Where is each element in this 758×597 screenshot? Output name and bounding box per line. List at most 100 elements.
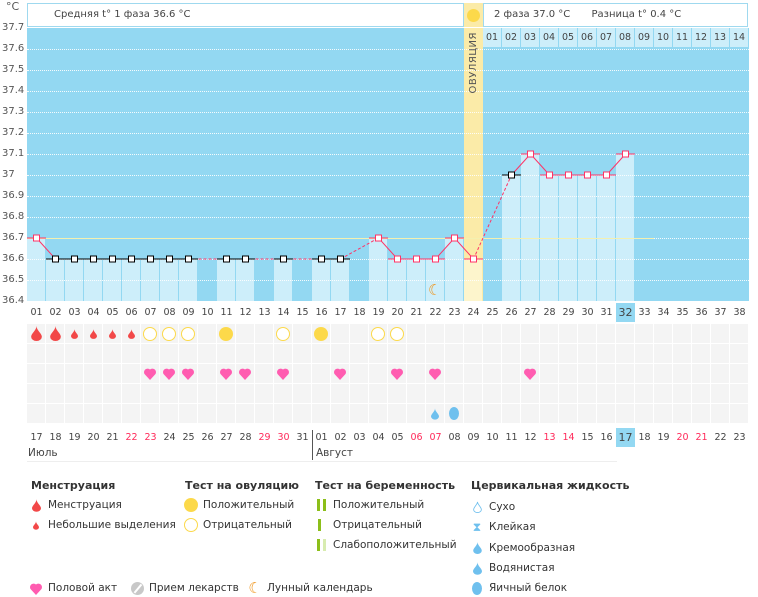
marker-cell[interactable] xyxy=(464,344,482,363)
cycle-day-label[interactable]: 20 xyxy=(391,307,404,318)
marker-cell[interactable] xyxy=(312,404,330,423)
marker-cell[interactable] xyxy=(388,384,406,403)
cycle-day-label[interactable]: 09 xyxy=(182,307,195,318)
marker-cell[interactable] xyxy=(122,364,140,383)
temperature-point[interactable] xyxy=(318,255,325,263)
marker-cell[interactable] xyxy=(597,404,615,423)
temperature-point[interactable] xyxy=(52,255,59,263)
marker-cell[interactable] xyxy=(198,364,216,383)
marker-cell[interactable] xyxy=(483,364,501,383)
cycle-day-label[interactable]: 26 xyxy=(505,307,518,318)
marker-cell[interactable] xyxy=(255,404,273,423)
marker-cell[interactable] xyxy=(293,364,311,383)
marker-cell[interactable] xyxy=(198,324,216,343)
marker-cell[interactable] xyxy=(388,404,406,423)
marker-cell[interactable] xyxy=(502,404,520,423)
marker-cell[interactable] xyxy=(274,404,292,423)
temperature-point[interactable] xyxy=(508,171,515,179)
marker-cell[interactable] xyxy=(673,324,691,343)
cycle-day-label[interactable]: 17 xyxy=(334,307,347,318)
temperature-point[interactable] xyxy=(394,255,401,263)
marker-cell[interactable] xyxy=(141,344,159,363)
marker-cell[interactable] xyxy=(578,324,596,343)
marker-cell[interactable] xyxy=(502,344,520,363)
temperature-point[interactable] xyxy=(584,171,591,179)
cycle-day-label[interactable]: 25 xyxy=(486,307,499,318)
temperature-point[interactable] xyxy=(451,234,458,242)
marker-cell[interactable] xyxy=(407,364,425,383)
marker-cell[interactable] xyxy=(502,384,520,403)
marker-cell[interactable] xyxy=(711,404,729,423)
cycle-day-label[interactable]: 21 xyxy=(410,307,423,318)
temperature-point[interactable] xyxy=(432,255,439,263)
marker-cell[interactable] xyxy=(673,344,691,363)
marker-cell[interactable] xyxy=(122,344,140,363)
marker-cell[interactable] xyxy=(426,344,444,363)
marker-cell[interactable] xyxy=(540,384,558,403)
marker-cell[interactable] xyxy=(179,404,197,423)
temperature-point[interactable] xyxy=(109,255,116,263)
temperature-point[interactable] xyxy=(565,171,572,179)
marker-cell[interactable] xyxy=(65,384,83,403)
marker-cell[interactable] xyxy=(350,344,368,363)
marker-cell[interactable] xyxy=(445,324,463,343)
marker-cell[interactable] xyxy=(502,364,520,383)
marker-cell[interactable] xyxy=(730,384,748,403)
marker-cell[interactable] xyxy=(331,324,349,343)
marker-cell[interactable] xyxy=(559,384,577,403)
marker-cell[interactable] xyxy=(540,404,558,423)
marker-cell[interactable] xyxy=(103,364,121,383)
marker-cell[interactable] xyxy=(312,384,330,403)
marker-cell[interactable] xyxy=(654,324,672,343)
temperature-point[interactable] xyxy=(242,255,249,263)
marker-cell[interactable] xyxy=(711,384,729,403)
marker-cell[interactable] xyxy=(559,404,577,423)
cycle-day-label[interactable]: 14 xyxy=(277,307,290,318)
marker-cell[interactable] xyxy=(521,344,539,363)
marker-cell[interactable] xyxy=(198,404,216,423)
cycle-day-label[interactable]: 22 xyxy=(429,307,442,318)
marker-cell[interactable] xyxy=(255,384,273,403)
temperature-point[interactable] xyxy=(147,255,154,263)
cycle-day-label[interactable]: 06 xyxy=(125,307,138,318)
marker-cell[interactable] xyxy=(445,384,463,403)
marker-cell[interactable] xyxy=(654,384,672,403)
marker-cell[interactable] xyxy=(616,404,634,423)
cycle-day-label[interactable]: 28 xyxy=(543,307,556,318)
cycle-day-label[interactable]: 07 xyxy=(144,307,157,318)
temperature-point[interactable] xyxy=(546,171,553,179)
marker-cell[interactable] xyxy=(464,404,482,423)
marker-cell[interactable] xyxy=(445,364,463,383)
cycle-day-label[interactable]: 05 xyxy=(106,307,119,318)
day-column[interactable] xyxy=(616,28,635,301)
marker-cell[interactable] xyxy=(426,324,444,343)
marker-cell[interactable] xyxy=(597,364,615,383)
marker-cell[interactable] xyxy=(65,404,83,423)
marker-cell[interactable] xyxy=(84,404,102,423)
marker-cell[interactable] xyxy=(312,344,330,363)
marker-cell[interactable] xyxy=(540,364,558,383)
marker-cell[interactable] xyxy=(236,384,254,403)
marker-cell[interactable] xyxy=(350,324,368,343)
marker-cell[interactable] xyxy=(84,364,102,383)
marker-cell[interactable] xyxy=(236,324,254,343)
marker-cell[interactable] xyxy=(350,364,368,383)
temperature-point[interactable] xyxy=(185,255,192,263)
marker-cell[interactable] xyxy=(141,404,159,423)
marker-cell[interactable] xyxy=(616,344,634,363)
marker-cell[interactable] xyxy=(559,344,577,363)
temperature-point[interactable] xyxy=(337,255,344,263)
marker-cell[interactable] xyxy=(46,364,64,383)
marker-cell[interactable] xyxy=(369,344,387,363)
marker-cell[interactable] xyxy=(388,344,406,363)
marker-cell[interactable] xyxy=(692,384,710,403)
temperature-point[interactable] xyxy=(90,255,97,263)
cycle-day-label[interactable]: 33 xyxy=(638,307,651,318)
cycle-day-label[interactable]: 08 xyxy=(163,307,176,318)
marker-cell[interactable] xyxy=(711,324,729,343)
marker-cell[interactable] xyxy=(160,384,178,403)
marker-cell[interactable] xyxy=(559,364,577,383)
marker-cell[interactable] xyxy=(540,344,558,363)
marker-cell[interactable] xyxy=(692,404,710,423)
marker-cell[interactable] xyxy=(635,344,653,363)
